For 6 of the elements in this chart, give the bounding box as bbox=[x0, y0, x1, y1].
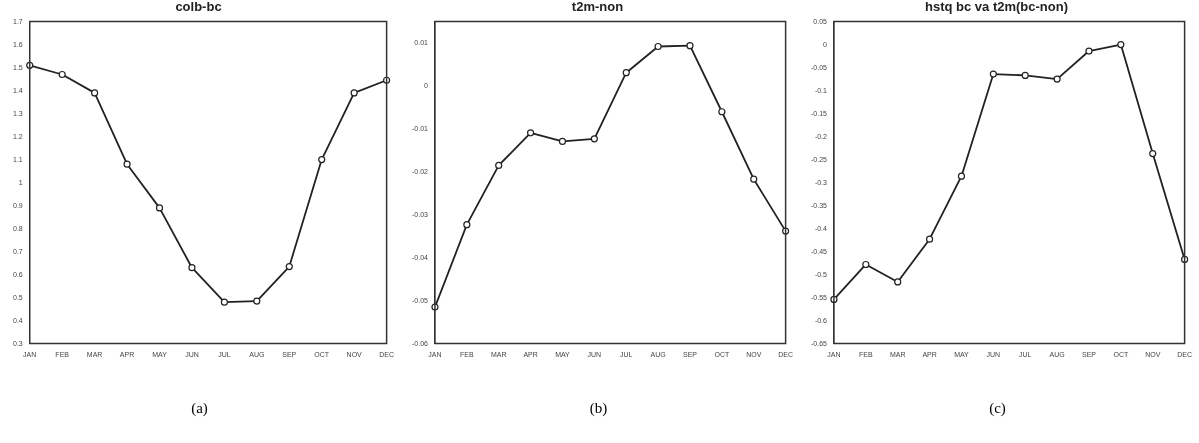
chart-title: t2m-non bbox=[571, 0, 624, 15]
chart-title: hstq bc va t2m(bc-non) bbox=[924, 0, 1069, 15]
text: (c) bbox=[989, 400, 1006, 417]
text: (b) bbox=[589, 400, 608, 417]
chart-title: colb-bc bbox=[175, 0, 222, 15]
text: (a) bbox=[191, 400, 208, 417]
